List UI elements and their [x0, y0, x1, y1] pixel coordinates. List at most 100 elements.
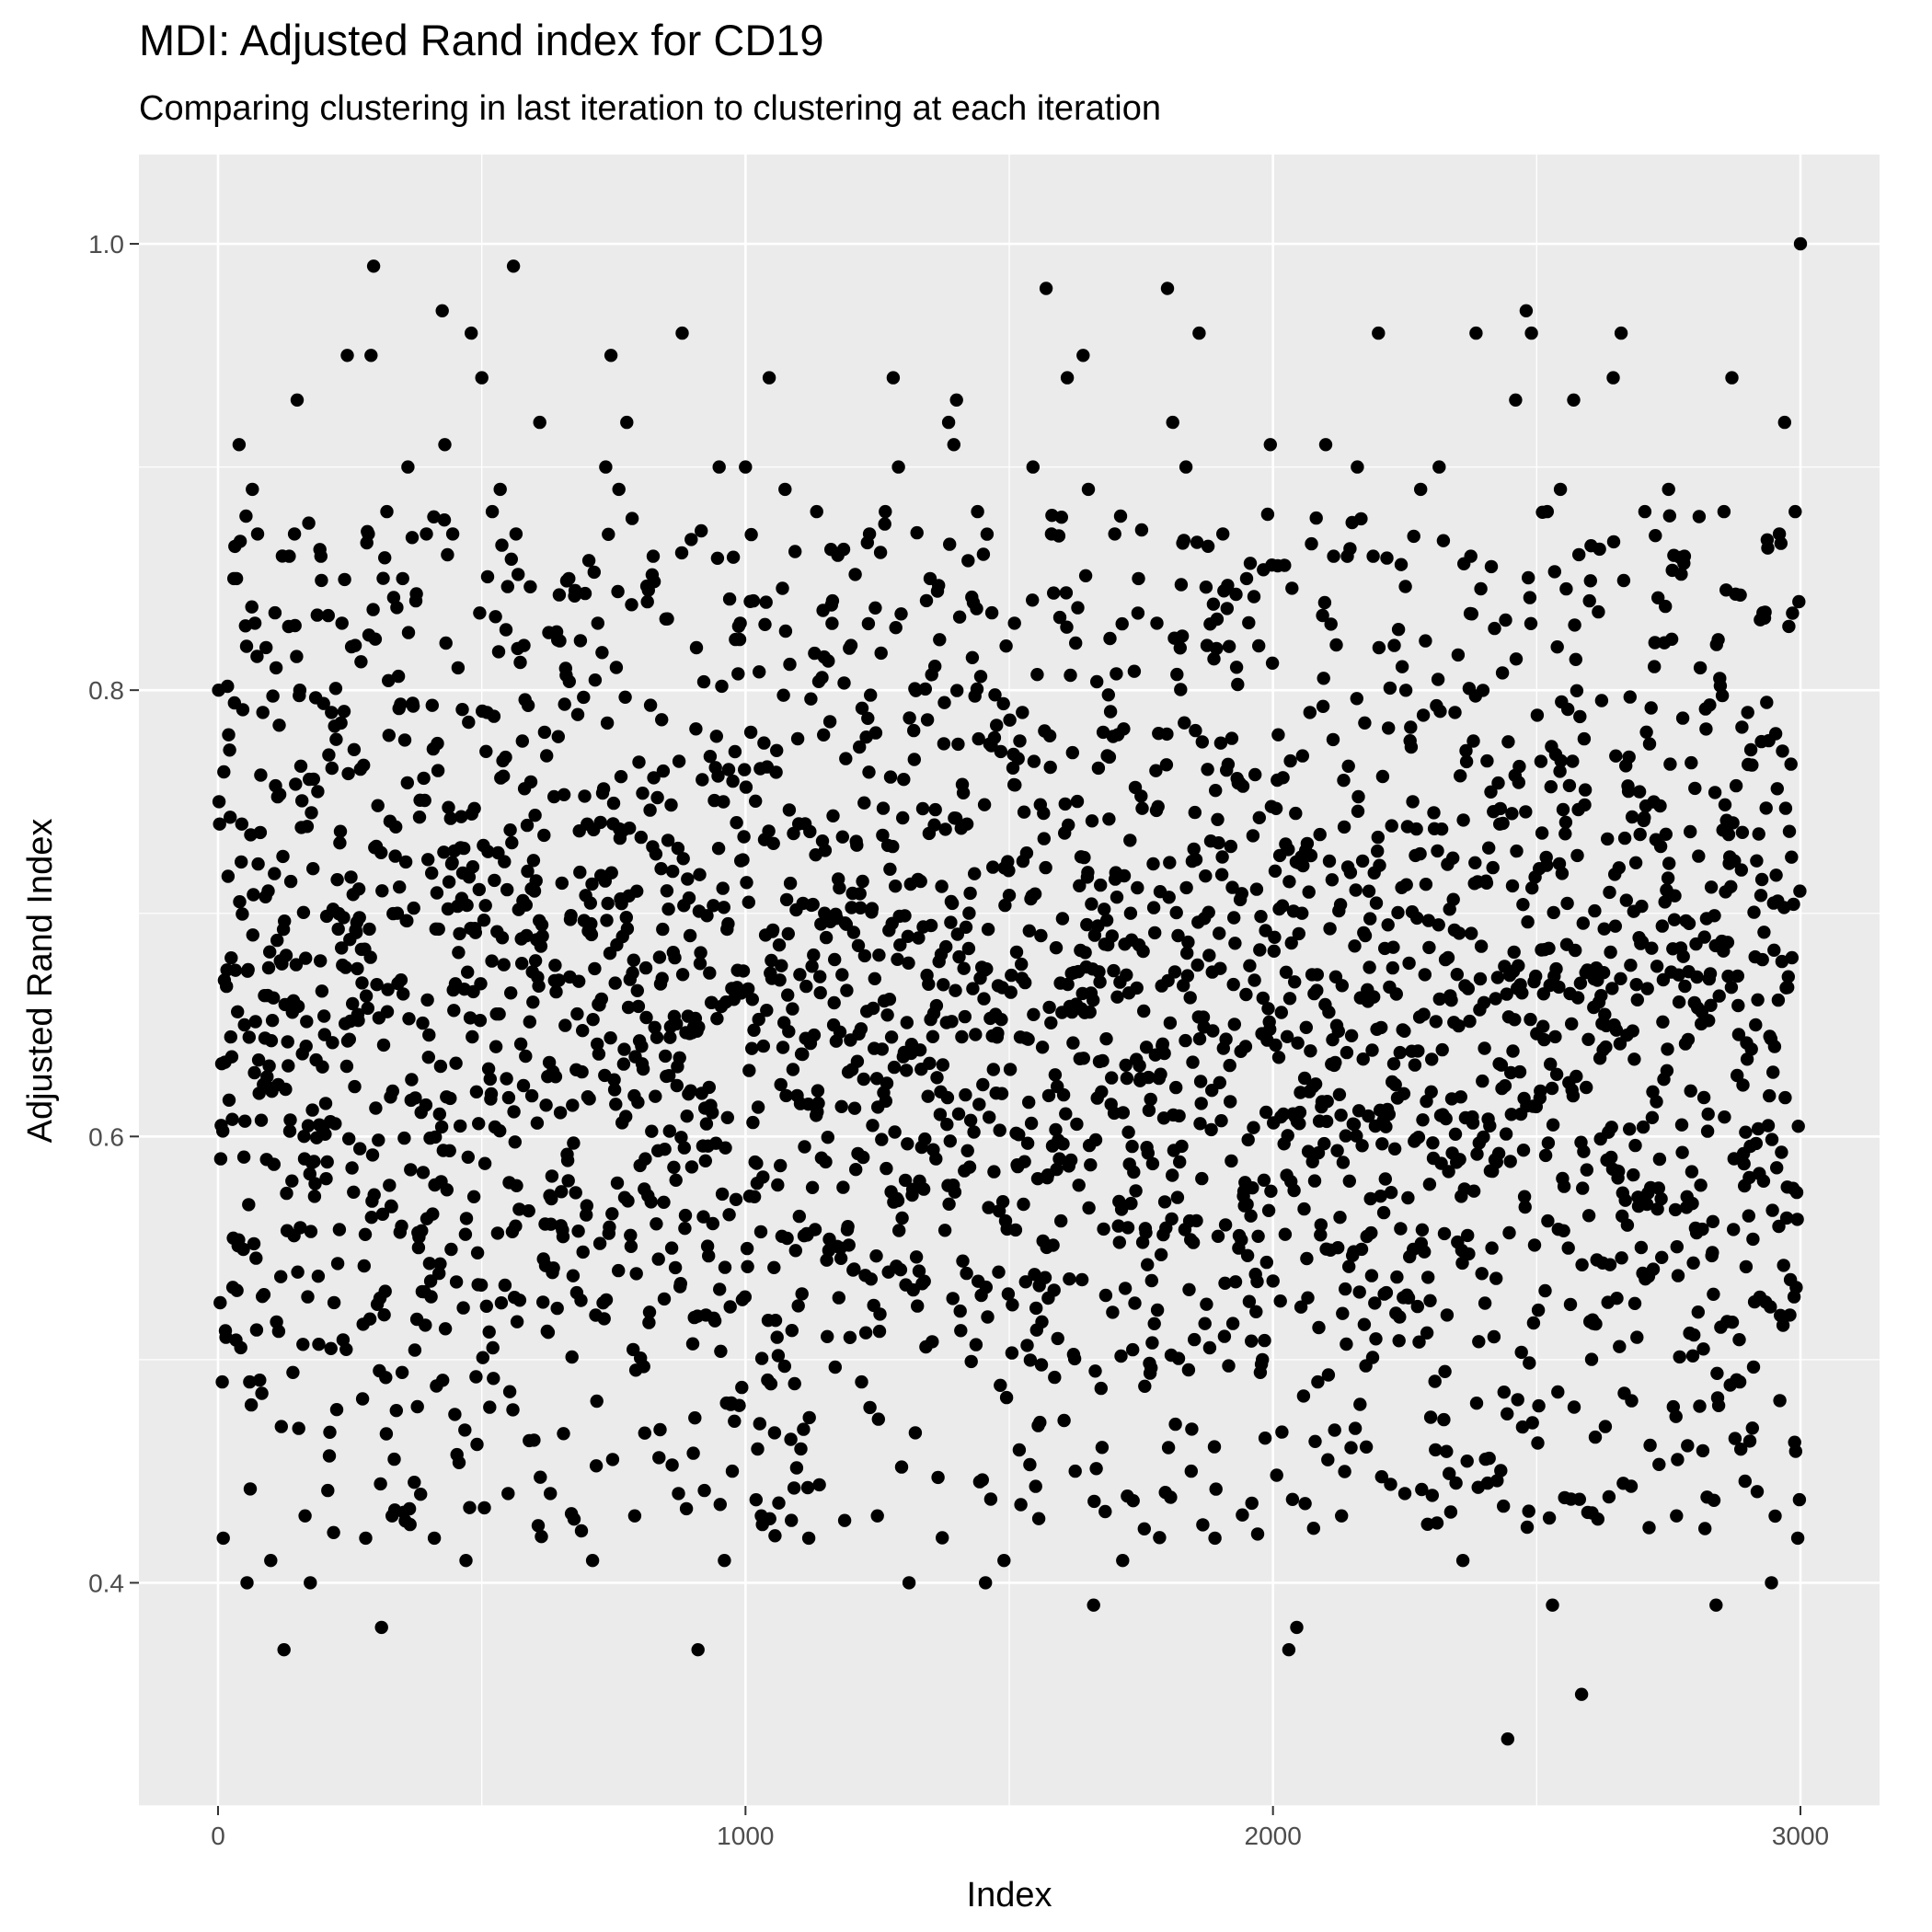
data-point: [270, 933, 284, 948]
data-point: [737, 830, 751, 844]
data-point: [986, 1063, 1001, 1076]
data-point: [1570, 684, 1584, 697]
data-point: [758, 617, 772, 631]
data-point: [1782, 824, 1797, 838]
data-point: [805, 1180, 820, 1195]
data-point: [760, 1004, 774, 1018]
data-point: [326, 1036, 339, 1050]
data-point: [1195, 1171, 1209, 1186]
data-point: [1378, 1172, 1393, 1186]
data-point: [1640, 1197, 1654, 1212]
data-point: [299, 951, 313, 965]
data-point: [625, 598, 638, 612]
data-point: [238, 1114, 252, 1128]
data-point: [1735, 825, 1750, 839]
data-point: [650, 1217, 663, 1231]
data-point: [352, 911, 366, 925]
data-point: [443, 1091, 457, 1106]
data-point: [779, 1088, 793, 1103]
data-point: [1558, 827, 1572, 841]
data-point: [1410, 1299, 1425, 1314]
data-point: [412, 811, 427, 824]
data-point: [1729, 778, 1743, 793]
data-point: [1387, 638, 1401, 652]
data-point: [1532, 1398, 1546, 1413]
data-point: [1486, 860, 1500, 875]
data-point: [341, 766, 355, 781]
data-point: [1498, 1079, 1512, 1093]
data-point: [1246, 829, 1260, 843]
data-point: [1173, 1155, 1187, 1169]
data-point: [1247, 590, 1261, 604]
data-point: [1035, 1041, 1050, 1054]
data-point: [801, 1098, 815, 1111]
data-point: [1117, 868, 1132, 883]
data-point: [1646, 1262, 1661, 1276]
data-point: [1598, 1420, 1613, 1433]
data-point: [1173, 641, 1188, 655]
data-point: [400, 776, 414, 790]
data-point: [348, 638, 362, 652]
data-point: [1269, 801, 1283, 815]
data-point: [521, 864, 535, 879]
data-point: [312, 1338, 326, 1351]
data-point: [1181, 935, 1195, 949]
data-point: [1189, 723, 1202, 738]
data-point: [1105, 929, 1120, 943]
data-point: [425, 698, 439, 712]
data-point: [362, 1312, 377, 1326]
data-point: [1002, 889, 1017, 903]
data-point: [572, 974, 586, 988]
data-point: [523, 1015, 536, 1029]
data-point: [1489, 992, 1502, 1006]
data-point: [1490, 1474, 1504, 1488]
x-tick-label: 3000: [1772, 1822, 1829, 1850]
data-point: [380, 1005, 395, 1018]
data-point: [907, 723, 921, 738]
chart-title: MDI: Adjusted Rand index for CD19: [139, 16, 824, 64]
data-point: [933, 633, 947, 647]
data-point: [487, 1372, 500, 1386]
data-point: [395, 1365, 409, 1380]
data-point: [1252, 811, 1267, 824]
data-point: [1300, 836, 1315, 851]
data-point: [1435, 1042, 1449, 1057]
data-point: [574, 1294, 588, 1307]
data-point: [277, 1643, 291, 1657]
data-point: [279, 1082, 293, 1097]
data-point: [1536, 1019, 1550, 1033]
data-point: [693, 957, 707, 971]
data-point: [1070, 794, 1085, 809]
data-point: [324, 1341, 338, 1356]
data-point: [681, 872, 695, 886]
data-point: [314, 549, 328, 563]
data-point: [833, 1025, 847, 1040]
data-point: [577, 690, 591, 705]
data-point: [1645, 1110, 1660, 1125]
data-point: [1291, 1036, 1305, 1050]
data-point: [1047, 1283, 1061, 1297]
data-point: [434, 1120, 449, 1134]
data-point: [1306, 1522, 1321, 1535]
data-point: [806, 897, 820, 912]
data-point: [791, 1299, 805, 1313]
data-point: [1694, 1179, 1708, 1192]
data-point: [1189, 853, 1203, 867]
data-point: [379, 1427, 394, 1441]
data-point: [980, 962, 994, 976]
data-point: [1429, 1015, 1443, 1029]
data-point: [691, 1643, 705, 1657]
data-point: [1279, 965, 1294, 980]
data-point: [264, 1034, 279, 1048]
data-point: [654, 862, 668, 876]
data-point: [730, 816, 743, 830]
data-point: [1765, 1203, 1779, 1217]
data-point: [941, 415, 956, 430]
data-point: [1755, 952, 1769, 967]
y-tick-label: 0.6: [88, 1122, 124, 1151]
data-point: [1781, 970, 1796, 983]
data-point: [452, 946, 466, 960]
data-point: [1005, 968, 1018, 983]
data-point: [1524, 326, 1538, 340]
data-point: [720, 1110, 734, 1125]
